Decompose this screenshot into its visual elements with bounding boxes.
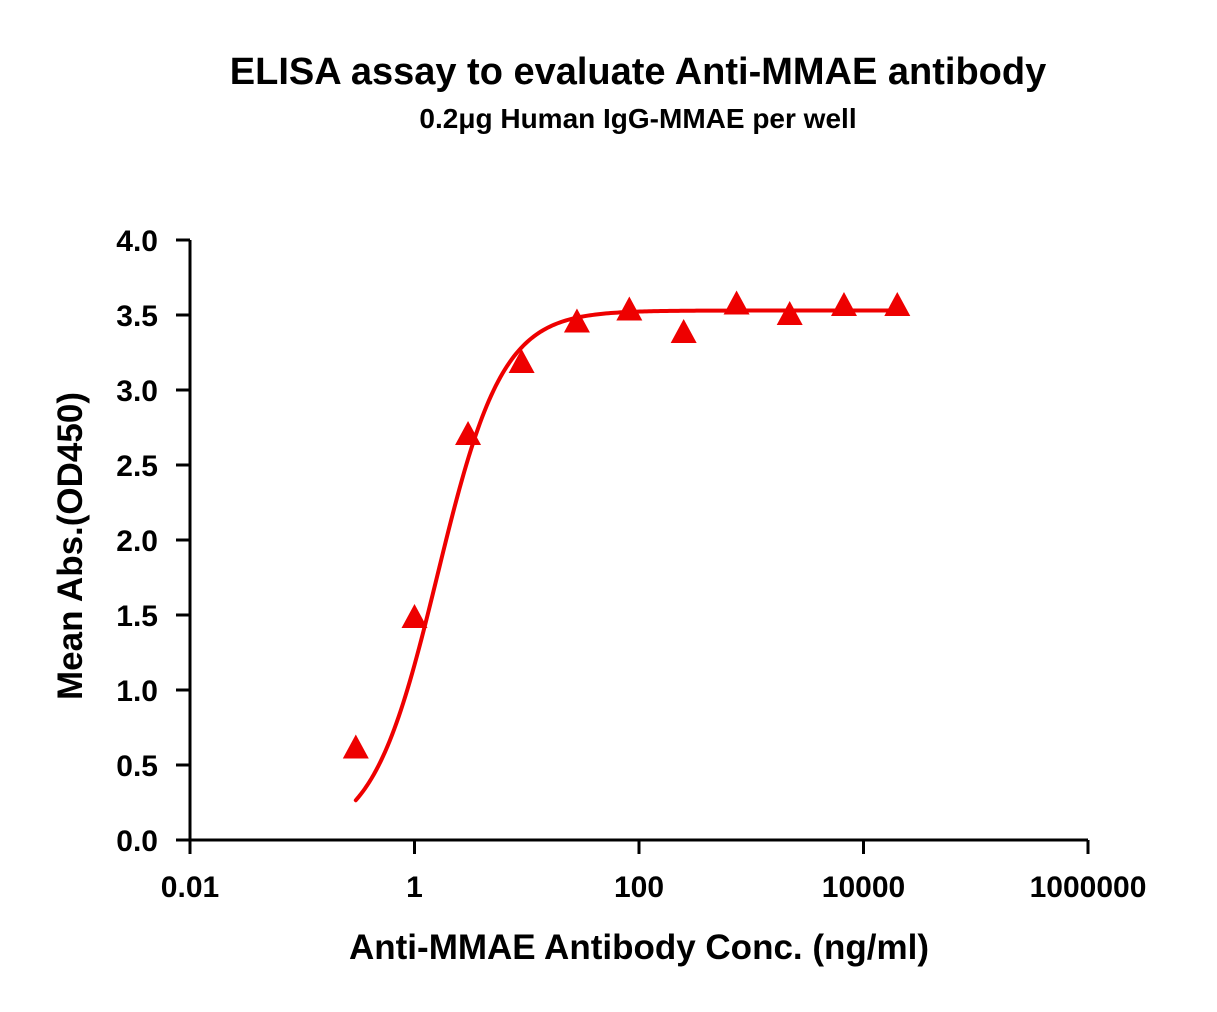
data-point-triangle	[723, 290, 750, 315]
data-point-triangle	[884, 292, 911, 316]
data-point-triangle	[776, 301, 803, 325]
data-point-triangle	[670, 319, 697, 343]
chart-title: ELISA assay to evaluate Anti-MMAE antibo…	[230, 51, 1046, 93]
x-tick-label: 1	[406, 871, 423, 904]
chart-subtitle: 0.2μg Human IgG-MMAE per well	[419, 103, 856, 134]
x-tick-label: 10000	[822, 871, 905, 904]
y-tick-label: 2.0	[116, 525, 158, 558]
x-tick-label: 1000000	[1030, 871, 1147, 904]
y-tick-label: 4.0	[116, 225, 158, 258]
data-point-triangle	[830, 292, 857, 316]
y-tick-label: 0.5	[116, 750, 158, 783]
data-point-triangle	[401, 604, 428, 628]
x-axis-label: Anti-MMAE Antibody Conc. (ng/ml)	[349, 928, 929, 967]
y-axis-label: Mean Abs.(OD450)	[51, 392, 90, 700]
x-axis-ticks: 0.01 1 100 10000 1000000	[161, 840, 1147, 904]
y-tick-label: 3.5	[116, 300, 158, 333]
y-axis-ticks: 0.0 0.5 1.0 1.5 2.0 2.5 3.0 3.5 4.0	[116, 225, 190, 858]
y-tick-label: 3.0	[116, 375, 158, 408]
y-tick-label: 0.0	[116, 825, 158, 858]
data-point-triangle	[455, 421, 482, 445]
plot-area: 0.0 0.5 1.0 1.5 2.0 2.5 3.0 3.5 4.0 0.01 1 100 1000…	[116, 225, 1146, 904]
y-tick-label: 1.0	[116, 675, 158, 708]
data-point-triangle	[342, 734, 369, 759]
data-point-triangle	[508, 349, 535, 373]
x-tick-label: 100	[614, 871, 664, 904]
data-points	[342, 290, 911, 759]
data-point-triangle	[563, 308, 590, 333]
x-tick-label: 0.01	[161, 871, 219, 904]
y-tick-label: 1.5	[116, 600, 158, 633]
data-point-triangle	[616, 296, 643, 321]
fit-curve	[353, 308, 900, 803]
y-tick-label: 2.5	[116, 450, 158, 483]
